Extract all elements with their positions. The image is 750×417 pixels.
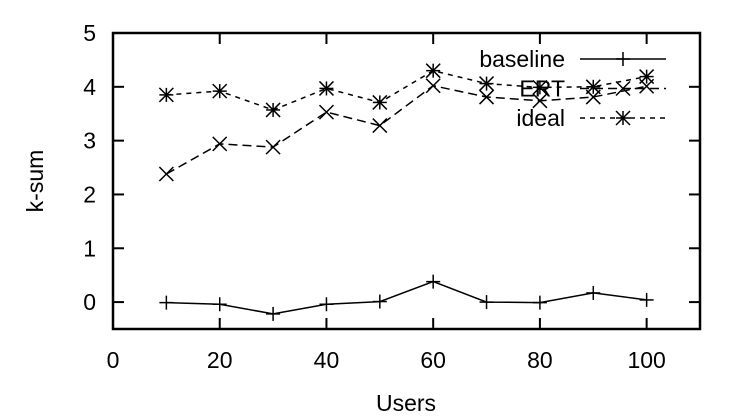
ert-marker-cross (372, 118, 388, 134)
y-tick-label: 2 (83, 181, 96, 207)
ert-marker-cross (425, 78, 441, 94)
baseline-marker-plus (266, 306, 281, 321)
legend-ideal-marker-star (615, 110, 631, 126)
legend-baseline-marker-plus (616, 52, 630, 66)
baseline-marker-plus (479, 295, 494, 310)
series-ert (158, 78, 655, 182)
legend-label: ideal (516, 105, 565, 131)
y-tick-label: 5 (83, 20, 96, 46)
ideal-marker-star (585, 79, 601, 95)
ert-marker-cross (532, 93, 548, 109)
series-ideal (158, 63, 655, 118)
plot-border (111, 31, 702, 331)
ideal-marker-star (372, 94, 388, 110)
ideal-marker-star (532, 79, 548, 95)
legend-item-ert: ERT (519, 76, 666, 102)
ideal-marker-star (479, 76, 495, 92)
y-tick-label: 3 (83, 128, 96, 154)
y-tick-label: 0 (83, 289, 96, 315)
legend-label: ERT (519, 76, 565, 102)
legend-ert-marker-cross (615, 80, 631, 97)
x-tick-label: 20 (207, 347, 233, 373)
legend-label: baseline (479, 46, 565, 72)
baseline-marker-plus (426, 274, 441, 289)
ert-marker-cross (479, 89, 495, 105)
ideal-line (166, 69, 647, 111)
x-axis-ticks: 0 20 40 60 80 100 (107, 33, 666, 373)
x-tick-label: 60 (420, 347, 446, 373)
baseline-marker-plus (159, 295, 174, 310)
baseline-marker-plus (586, 285, 601, 300)
baseline-marker-plus (212, 297, 227, 312)
ert-marker-cross (265, 139, 281, 155)
ert-line (166, 84, 647, 175)
legend-item-baseline: baseline (479, 46, 666, 72)
ert-marker-cross (318, 104, 334, 120)
x-tick-label: 40 (314, 347, 340, 373)
baseline-marker-plus (319, 297, 334, 312)
y-axis-ticks: 0 1 2 3 4 5 (83, 20, 700, 315)
y-axis-title: k-sum (22, 150, 48, 213)
legend-item-ideal: ideal (516, 105, 666, 131)
x-tick-label: 0 (107, 347, 120, 373)
ideal-marker-star (212, 83, 228, 99)
y-tick-label: 4 (83, 74, 96, 100)
ideal-marker-star (158, 87, 174, 103)
ideal-marker-star (639, 69, 655, 85)
baseline-marker-plus (372, 294, 387, 309)
baseline-marker-plus (532, 295, 547, 310)
legend: baseline ERT ideal (479, 46, 666, 131)
x-tick-label: 80 (527, 347, 553, 373)
ideal-marker-star (318, 80, 334, 96)
ert-marker-cross (158, 166, 174, 182)
plot-frame (111, 31, 702, 331)
baseline-marker-plus (639, 292, 654, 307)
ideal-marker-star (425, 63, 441, 79)
baseline-line (166, 280, 647, 315)
series-baseline (159, 274, 654, 321)
ert-marker-cross (212, 136, 228, 152)
y-tick-label: 1 (83, 235, 96, 261)
x-axis-title: Users (376, 390, 436, 416)
x-tick-label: 100 (627, 347, 665, 373)
plot-series (158, 63, 655, 321)
ideal-marker-star (265, 102, 281, 118)
